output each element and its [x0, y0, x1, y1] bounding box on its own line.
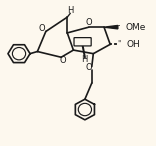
Text: O: O [85, 64, 92, 72]
Text: H: H [67, 6, 73, 15]
FancyBboxPatch shape [74, 38, 91, 46]
Text: H: H [81, 55, 87, 64]
Text: O: O [39, 24, 45, 33]
Text: OH: OH [126, 40, 140, 49]
Text: '': '' [117, 40, 121, 49]
Text: O: O [85, 18, 92, 27]
Text: OMe: OMe [126, 23, 146, 32]
Text: Abs: Abs [75, 37, 90, 46]
Polygon shape [104, 25, 118, 29]
Text: ·: · [117, 20, 121, 33]
Text: O: O [59, 56, 66, 65]
